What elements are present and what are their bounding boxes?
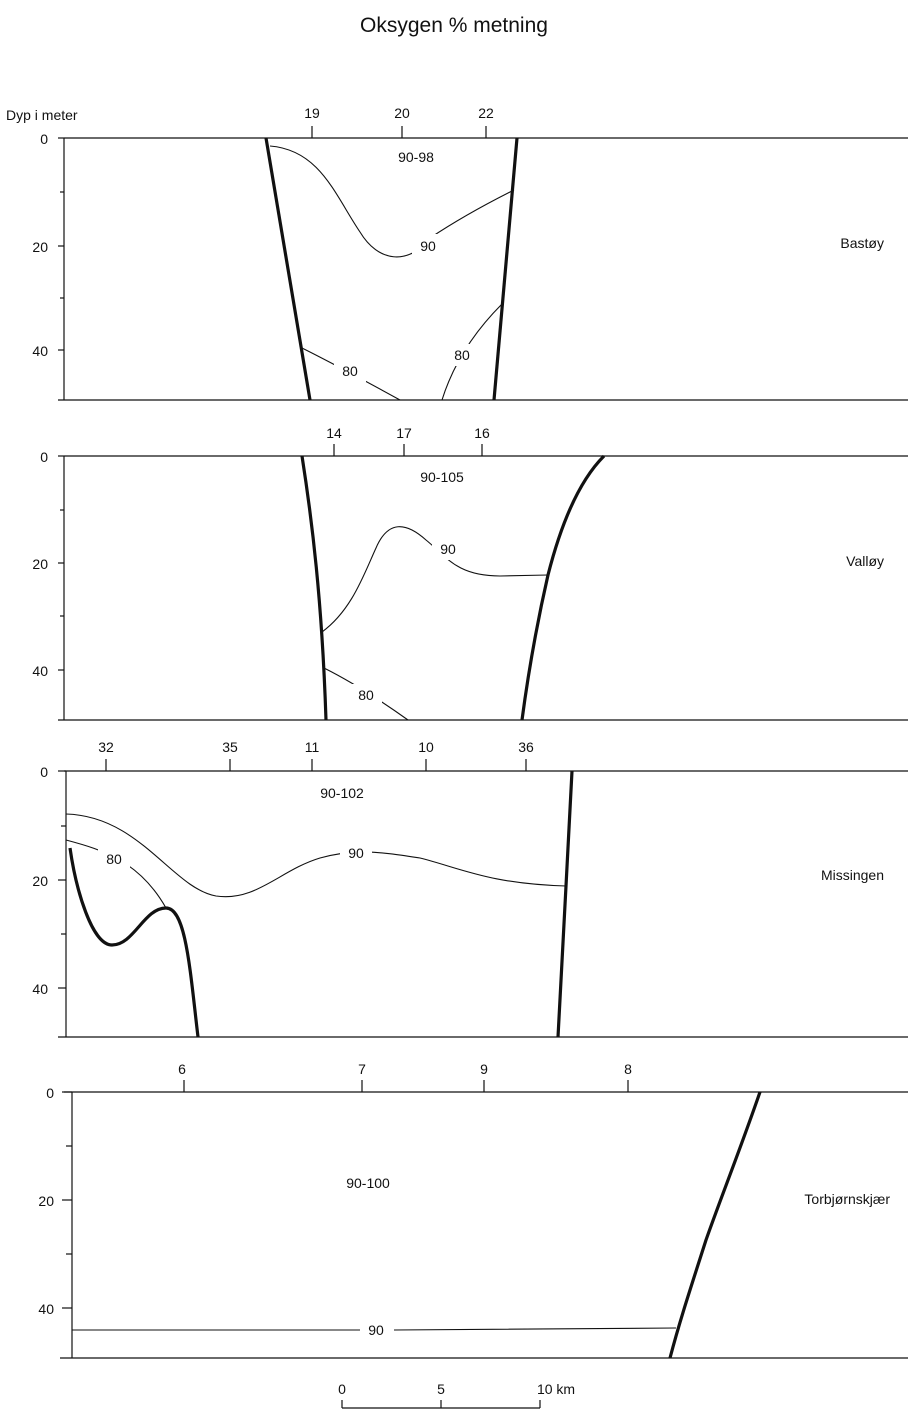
station-label: 10 [418, 739, 434, 755]
front-boundary-right [520, 454, 606, 721]
depth-label-40: 40 [38, 1301, 54, 1317]
front-boundary-left [300, 455, 328, 721]
depth-label-20: 20 [32, 873, 48, 889]
front-boundary-left [68, 847, 200, 1038]
site-label-bastoy: Bastøy [840, 235, 884, 251]
contour-90 [72, 1327, 677, 1331]
station-label: 8 [624, 1061, 632, 1077]
contour-90 [269, 145, 515, 258]
station-label: 19 [304, 105, 320, 121]
panel-valloy: 0 20 40 14 17 16 90 80 90-105 Valløy [32, 425, 908, 721]
scale-label-0: 0 [338, 1381, 346, 1397]
station-label: 7 [358, 1061, 366, 1077]
range-label: 90-100 [346, 1175, 390, 1191]
contour-label-80: 80 [358, 687, 374, 703]
range-label: 90-102 [320, 785, 364, 801]
scale-bar: 0 5 10 km [338, 1381, 575, 1409]
depth-label-0: 0 [40, 449, 48, 465]
front-boundary-right [556, 770, 574, 1038]
depth-label-40: 40 [32, 663, 48, 679]
front-boundary-left [264, 137, 312, 401]
contour-label-90: 90 [420, 238, 436, 254]
site-label-missingen: Missingen [821, 867, 884, 883]
front-boundary-right [492, 137, 519, 401]
scale-label-5: 5 [437, 1381, 445, 1397]
contour-label-90: 90 [440, 541, 456, 557]
station-label: 36 [518, 739, 534, 755]
contour-90 [321, 526, 549, 633]
station-label: 14 [326, 425, 342, 441]
depth-label-40: 40 [32, 981, 48, 997]
contour-label-80: 80 [106, 851, 122, 867]
front-boundary [668, 1091, 762, 1359]
panel-bastoy: 0 20 40 19 20 22 90 80 80 90-98 Bastøy [32, 105, 908, 401]
site-label-torbjornskjaer: Torbjørnskjær [804, 1191, 890, 1207]
contour-label-80: 80 [454, 347, 470, 363]
panel-torbjornskjaer: 0 20 40 6 7 9 8 90 90-100 Torbjørnskjær [38, 1061, 908, 1359]
scale-label-10km: 10 km [537, 1381, 575, 1397]
contour-label-80: 80 [342, 363, 358, 379]
station-label: 16 [474, 425, 490, 441]
range-label: 90-98 [398, 149, 434, 165]
station-label: 11 [305, 739, 320, 755]
depth-label-0: 0 [40, 764, 48, 780]
depth-label-20: 20 [38, 1193, 54, 1209]
panel-missingen: 0 20 40 32 35 11 10 36 90 80 90-102 Miss… [32, 739, 908, 1038]
station-label: 35 [222, 739, 238, 755]
station-label: 9 [480, 1061, 488, 1077]
depth-label-40: 40 [32, 343, 48, 359]
depth-label-20: 20 [32, 239, 48, 255]
y-axis-label: Dyp i meter [6, 107, 78, 123]
station-label: 22 [478, 105, 494, 121]
contour-label-90: 90 [348, 845, 364, 861]
station-label: 17 [396, 425, 412, 441]
station-label: 6 [178, 1061, 186, 1077]
station-label: 20 [394, 105, 410, 121]
depth-label-0: 0 [40, 131, 48, 147]
depth-label-0: 0 [46, 1085, 54, 1101]
range-label: 90-105 [420, 469, 464, 485]
station-label: 32 [98, 739, 114, 755]
contour-label-90: 90 [368, 1322, 384, 1338]
figure-title: Oksygen % metning [360, 14, 548, 37]
depth-label-20: 20 [32, 556, 48, 572]
contour-90 [65, 813, 567, 898]
site-label-valloy: Valløy [846, 553, 884, 569]
